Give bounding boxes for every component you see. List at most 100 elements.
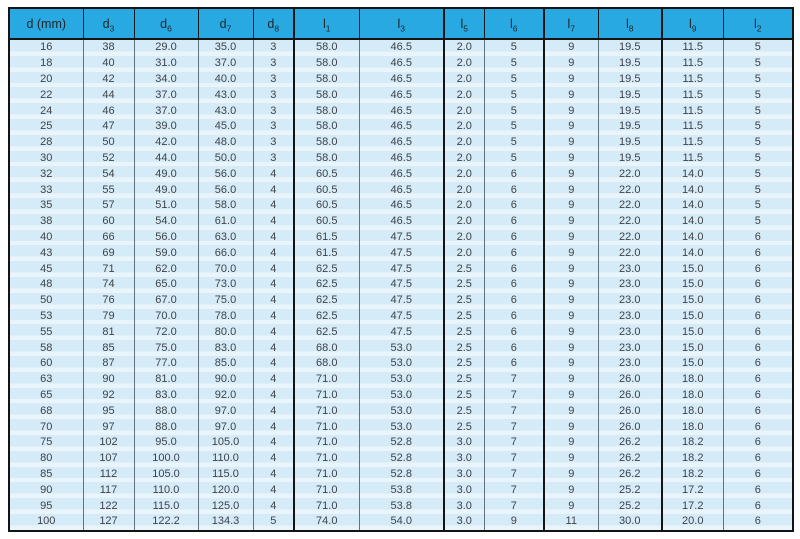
table-cell: 11.5 — [662, 103, 724, 119]
table-cell: 53 — [9, 308, 84, 325]
table-cell: 2.5 — [444, 292, 485, 309]
table-cell: 4 — [253, 498, 295, 514]
table-cell: 71.0 — [294, 419, 360, 435]
table-cell: 81 — [83, 324, 135, 341]
table-cell: 14.0 — [662, 166, 724, 183]
table-cell: 22.0 — [598, 213, 663, 230]
column-header-l3: l3 — [359, 8, 445, 40]
table-cell: 26.2 — [598, 450, 663, 467]
table-cell: 90.0 — [198, 371, 254, 388]
table-cell: 11 — [544, 513, 599, 531]
table-cell: 18.2 — [662, 450, 724, 467]
table-cell: 9 — [544, 150, 599, 167]
table-cell: 6 — [723, 229, 793, 246]
table-cell: 58.0 — [294, 39, 360, 56]
table-cell: 51.0 — [134, 197, 199, 214]
table-cell: 9 — [544, 387, 599, 404]
table-cell: 46.5 — [359, 166, 445, 183]
table-cell: 5 — [723, 71, 793, 88]
table-cell: 2.5 — [444, 308, 485, 325]
table-row: 60 87 77.0 85.0 4 68.0 53.0 2.5 6 9 23.0 15.0 6 — [9, 355, 793, 372]
table-cell: 19.5 — [598, 39, 663, 56]
table-cell: 58.0 — [294, 150, 360, 167]
table-header: d (mm) d3 d6 d7 d8 l1 l3 l5 l6 l7 l8 l9 l2 — [9, 8, 793, 40]
table-cell: 9 — [544, 419, 599, 435]
table-cell: 19.5 — [598, 71, 663, 88]
table-cell: 56.0 — [134, 229, 199, 246]
table-cell: 5 — [723, 197, 793, 214]
table-cell: 4 — [253, 229, 295, 246]
table-cell: 9 — [544, 197, 599, 214]
table-cell: 56.0 — [198, 182, 254, 198]
table-cell: 3.0 — [444, 466, 485, 483]
table-cell: 54.0 — [134, 213, 199, 230]
table-cell: 95.0 — [134, 434, 199, 451]
table-cell: 11.5 — [662, 39, 724, 56]
column-header-d6: d6 — [134, 8, 199, 40]
table-cell: 6 — [723, 482, 793, 499]
table-cell: 6 — [484, 292, 545, 309]
table-cell: 68 — [9, 403, 84, 420]
table-cell: 3.0 — [444, 513, 485, 531]
table-cell: 5 — [723, 87, 793, 104]
table-cell: 2.5 — [444, 276, 485, 293]
table-cell: 105.0 — [134, 466, 199, 483]
table-cell: 46.5 — [359, 213, 445, 230]
table-cell: 5 — [723, 150, 793, 167]
table-cell: 53.0 — [359, 403, 445, 420]
table-cell: 58.0 — [294, 55, 360, 72]
dimension-table: d (mm) d3 d6 d7 d8 l1 l3 l5 l6 l7 l8 l9 l2 16 38 29.0 3… — [8, 7, 794, 532]
table-cell: 7 — [484, 434, 545, 451]
table-cell: 80.0 — [198, 324, 254, 341]
table-cell: 47.5 — [359, 292, 445, 309]
table-cell: 9 — [544, 118, 599, 135]
table-cell: 3 — [253, 39, 295, 56]
table-cell: 50 — [83, 134, 135, 151]
table-cell: 76 — [83, 292, 135, 309]
table-cell: 6 — [723, 466, 793, 483]
table-cell: 9 — [544, 213, 599, 230]
table-cell: 14.0 — [662, 245, 724, 262]
table-cell: 23.0 — [598, 324, 663, 341]
table-cell: 20.0 — [662, 513, 724, 531]
table-cell: 4 — [253, 466, 295, 483]
table-cell: 6 — [723, 261, 793, 277]
table-cell: 74 — [83, 276, 135, 293]
table-cell: 90 — [9, 482, 84, 499]
table-cell: 4 — [253, 213, 295, 230]
table-cell: 2.5 — [444, 340, 485, 356]
table-cell: 37.0 — [134, 103, 199, 119]
column-header-l5: l5 — [444, 8, 485, 40]
table-cell: 47.5 — [359, 308, 445, 325]
table-cell: 22.0 — [598, 182, 663, 198]
table-cell: 5 — [723, 134, 793, 151]
table-row: 63 90 81.0 90.0 4 71.0 53.0 2.5 7 9 26.0 18.0 6 — [9, 371, 793, 388]
table-cell: 6 — [723, 371, 793, 388]
header-row: d (mm) d3 d6 d7 d8 l1 l3 l5 l6 l7 l8 l9 l2 — [9, 8, 793, 40]
table-cell: 2.5 — [444, 387, 485, 404]
table-cell: 19.5 — [598, 55, 663, 72]
table-cell: 83.0 — [134, 387, 199, 404]
table-cell: 49.0 — [134, 182, 199, 198]
table-cell: 9 — [544, 39, 599, 56]
table-cell: 29.0 — [134, 39, 199, 56]
table-cell: 71 — [83, 261, 135, 277]
table-cell: 5 — [484, 87, 545, 104]
table-cell: 95 — [83, 403, 135, 420]
table-cell: 4 — [253, 261, 295, 277]
table-cell: 53.0 — [359, 387, 445, 404]
table-cell: 3 — [253, 71, 295, 88]
table-cell: 18.0 — [662, 403, 724, 420]
table-cell: 6 — [723, 324, 793, 341]
table-cell: 43.0 — [198, 87, 254, 104]
table-cell: 17.2 — [662, 498, 724, 514]
table-cell: 14.0 — [662, 229, 724, 246]
table-cell: 55 — [83, 182, 135, 198]
table-cell: 39.0 — [134, 118, 199, 135]
table-cell: 2.0 — [444, 87, 485, 104]
table-cell: 3 — [253, 87, 295, 104]
table-cell: 7 — [484, 466, 545, 483]
table-cell: 62.5 — [294, 292, 360, 309]
table-row: 20 42 34.0 40.0 3 58.0 46.5 2.0 5 9 19.5 11.5 5 — [9, 71, 793, 88]
table-cell: 92.0 — [198, 387, 254, 404]
